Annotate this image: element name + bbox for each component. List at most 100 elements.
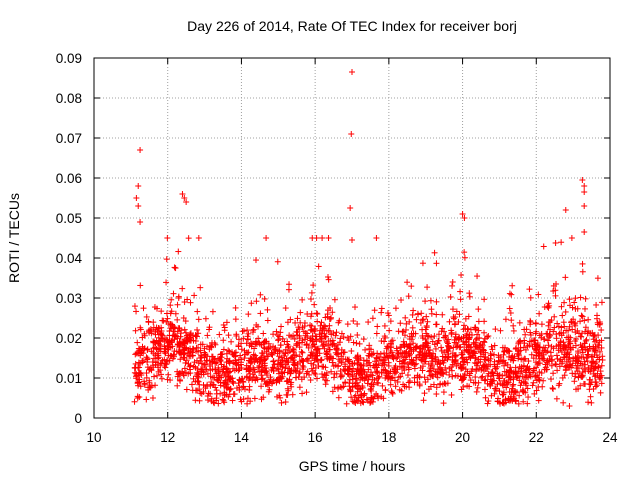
data-point [561,323,568,330]
data-point [143,313,150,320]
data-point [284,338,291,345]
data-point [386,327,393,334]
data-point [253,298,260,305]
data-point [566,323,573,330]
data-point [274,258,281,265]
data-point [373,354,380,361]
data-point [153,346,160,353]
data-point [225,347,232,354]
data-point [493,385,500,392]
data-point [288,379,295,386]
data-point [449,306,456,313]
data-point [162,346,169,353]
data-point [596,348,603,355]
data-point [461,371,468,378]
data-point [253,321,260,328]
data-point [400,360,407,367]
data-point [578,373,585,380]
data-point [167,344,174,351]
data-point [245,311,252,318]
data-point [191,292,198,299]
data-point [471,349,478,356]
data-point [202,361,209,368]
data-point [580,354,587,361]
data-point [299,296,306,303]
data-point [313,338,320,345]
data-point [265,340,272,347]
data-point [582,295,589,302]
data-point [243,340,250,347]
data-point [541,303,548,310]
data-point [176,325,183,332]
data-point [273,328,280,335]
data-point [575,365,582,372]
data-point [160,317,167,324]
data-point [360,399,367,406]
data-point [367,398,374,405]
data-point [473,366,480,373]
data-point [263,370,270,377]
data-point [320,374,327,381]
data-point [582,337,589,344]
data-point [314,310,321,317]
data-point [183,199,190,205]
data-point [215,400,222,407]
data-point [158,308,165,315]
data-point [531,390,538,397]
data-point [167,302,174,309]
data-point [177,350,184,357]
data-point [522,331,529,338]
data-point [297,309,304,316]
data-point [320,363,327,370]
data-point [216,331,223,338]
axis-ticks: 10 12 14 16 18 20 22 24 0 0.01 0.02 0.03 0.04 0.05 0.0… [56,51,618,445]
data-point [485,398,492,405]
data-point [380,395,387,402]
data-point [172,265,179,272]
data-point [413,354,420,361]
data-point [449,373,456,380]
data-point [583,355,590,362]
data-point [325,307,332,314]
data-point [218,361,225,368]
data-point [294,315,301,322]
data-point [561,346,568,353]
data-point [352,399,359,406]
data-point [406,351,413,358]
data-point [426,347,433,354]
data-point [335,394,342,401]
data-point [563,351,570,358]
data-point [381,353,388,360]
data-point [150,319,157,326]
data-point [421,374,428,381]
data-point [375,380,382,387]
data-point [164,340,171,347]
data-point [582,305,589,312]
data-point [504,380,511,387]
data-point [590,343,597,350]
data-point [466,290,473,297]
data-point [387,381,394,388]
y-tick-label: 0.08 [56,91,82,106]
data-point [497,358,504,365]
data-point [354,388,361,395]
data-point [209,308,216,315]
data-point [275,337,282,344]
data-point [156,345,163,352]
data-point [417,345,424,352]
data-point [325,338,332,345]
data-point [185,360,192,367]
data-point [328,368,335,375]
data-point [344,321,351,328]
data-point [596,321,603,328]
data-point [350,339,357,346]
data-point [219,396,226,403]
data-point [303,342,310,349]
data-point [388,388,395,395]
data-point [406,333,413,340]
data-point [183,386,190,393]
data-point [418,357,425,364]
data-point [312,371,319,378]
data-point [510,376,517,383]
data-point [466,383,473,390]
